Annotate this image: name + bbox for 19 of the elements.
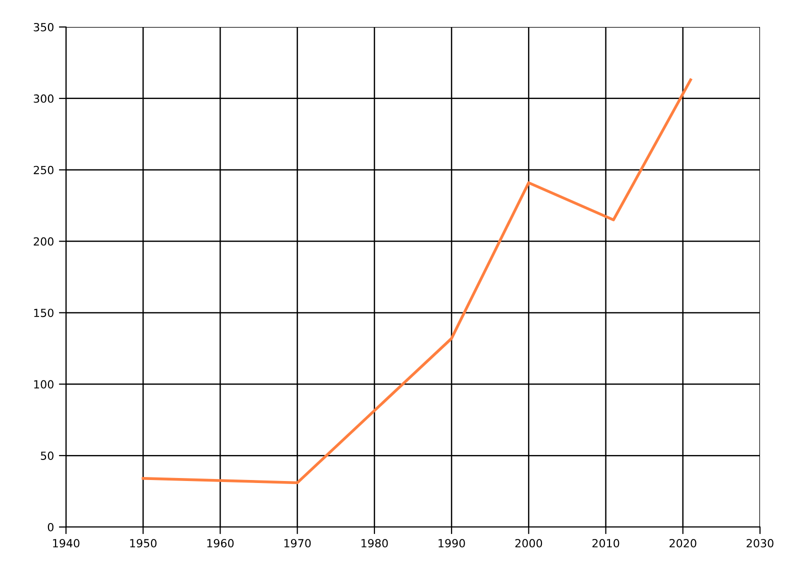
- y-tick-label: 0: [48, 522, 54, 532]
- line-series: [142, 78, 692, 484]
- y-tick-label: 100: [34, 380, 54, 389]
- x-tick-label: 1950: [130, 539, 157, 548]
- y-tick-label: 300: [34, 94, 54, 103]
- x-tick-label: 2030: [746, 539, 774, 548]
- x-tick-label: 1970: [284, 539, 311, 548]
- x-tick-label: 1960: [207, 539, 234, 548]
- x-tick-label: 2000: [515, 539, 542, 548]
- x-tick-label: 1980: [362, 539, 388, 548]
- x-tick-label: 1990: [438, 539, 465, 548]
- y-tick-label: 200: [34, 237, 54, 246]
- x-tick-label: 2020: [670, 539, 696, 548]
- y-tick-label: 150: [34, 308, 54, 318]
- y-tick-label: 50: [40, 452, 54, 460]
- y-tick-label: 350: [34, 22, 54, 32]
- y-tick-label: 250: [34, 166, 54, 174]
- x-tick-label: 1940: [53, 539, 80, 548]
- x-tick-label: 2010: [592, 539, 620, 548]
